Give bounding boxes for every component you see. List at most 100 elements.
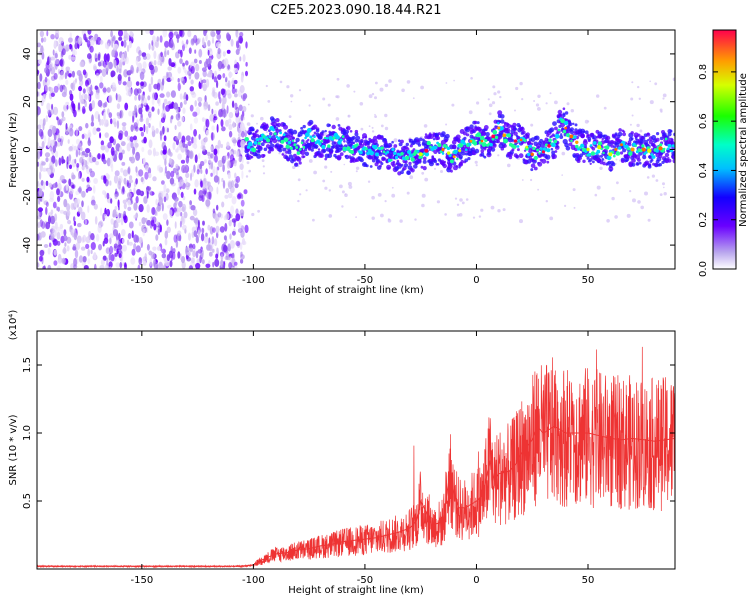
noise-blob — [204, 235, 209, 244]
noise-blob — [89, 152, 92, 158]
noise-blob — [146, 219, 152, 226]
band-dot — [272, 138, 278, 144]
y-tick-label: 20 — [22, 95, 33, 108]
noise-blob — [192, 142, 195, 149]
noise-blob — [227, 80, 231, 89]
noise-blob — [158, 164, 162, 174]
faint-dot — [497, 154, 500, 157]
noise-blob — [207, 224, 211, 231]
band-dot — [413, 164, 418, 169]
faint-dot — [644, 191, 648, 196]
faint-dot — [488, 103, 493, 108]
noise-blob — [187, 251, 192, 257]
noise-blob — [45, 83, 49, 92]
band-dot — [331, 124, 336, 130]
noise-blob — [90, 121, 95, 127]
noise-blob — [93, 65, 97, 72]
noise-blob — [49, 62, 53, 69]
core-dot — [548, 138, 552, 142]
band-dot — [605, 135, 611, 141]
band-dot — [252, 128, 255, 132]
noise-blob — [97, 61, 102, 67]
noise-blob — [195, 63, 200, 72]
noise-blob — [212, 91, 218, 99]
core-dot — [313, 135, 316, 138]
noise-blob — [120, 57, 123, 63]
noise-blob — [92, 185, 96, 194]
faint-dot — [440, 170, 443, 173]
noise-blob — [102, 190, 106, 195]
faint-dot — [606, 219, 610, 223]
noise-blob — [242, 93, 248, 100]
noise-blob — [122, 81, 127, 86]
core-dot — [563, 120, 569, 126]
hot-dot — [513, 139, 518, 143]
noise-blob — [205, 34, 208, 42]
noise-blob — [106, 208, 110, 217]
noise-blob — [161, 128, 164, 136]
hot-dot — [452, 155, 456, 159]
noise-blob — [193, 58, 198, 64]
noise-blob — [58, 37, 64, 44]
noise-blob — [177, 207, 182, 213]
core-dot — [255, 138, 259, 142]
noise-blob — [236, 33, 239, 42]
noise-blob — [52, 183, 58, 189]
noise-blob — [70, 56, 76, 61]
noise-blob — [226, 141, 230, 149]
noise-blob — [68, 146, 73, 152]
core-dot — [325, 137, 329, 140]
noise-blob — [153, 261, 159, 269]
noise-blob — [164, 158, 167, 166]
faint-dot — [421, 193, 426, 198]
noise-blob — [161, 78, 165, 86]
noise-blob — [226, 256, 231, 261]
noise-blob — [224, 222, 228, 232]
band-dot — [308, 119, 314, 125]
noise-blob — [239, 31, 244, 38]
noise-blob — [46, 30, 49, 37]
faint-dot — [248, 169, 251, 173]
noise-blob — [208, 191, 212, 200]
band-dot — [324, 157, 328, 161]
noise-blob — [97, 99, 103, 108]
noise-blob — [113, 243, 118, 249]
noise-blob — [73, 232, 78, 241]
noise-blob — [90, 233, 95, 241]
noise-blob — [52, 201, 57, 209]
noise-blob — [177, 132, 181, 141]
band-dot — [607, 140, 612, 144]
faint-dot — [614, 215, 618, 219]
noise-blob — [205, 118, 210, 128]
band-dot — [672, 158, 675, 164]
band-dot — [567, 119, 571, 123]
faint-dot — [616, 181, 619, 185]
noise-blob — [45, 78, 51, 86]
band-dot — [500, 114, 505, 119]
noise-blob — [217, 60, 223, 70]
noise-blob — [143, 196, 148, 204]
faint-dot — [662, 182, 665, 186]
band-dot — [473, 120, 478, 125]
faint-dot — [514, 109, 516, 112]
noise-blob — [130, 156, 136, 164]
faint-dot — [655, 179, 659, 182]
noise-blob — [235, 30, 239, 38]
core-dot — [257, 141, 261, 145]
noise-blob — [207, 40, 211, 47]
noise-blob — [106, 192, 110, 200]
noise-blob — [149, 190, 152, 196]
noise-blob — [65, 66, 71, 71]
band-dot — [549, 127, 555, 133]
noise-blob — [109, 155, 113, 164]
core-dot — [246, 145, 251, 149]
core-dot — [634, 144, 637, 148]
core-dot — [613, 154, 616, 158]
band-dot — [422, 166, 427, 171]
colorbar-tick-label: 0.8 — [698, 64, 709, 80]
band-dot — [648, 164, 652, 167]
noise-blob — [240, 139, 246, 149]
noise-blob — [126, 44, 130, 53]
noise-blob — [223, 155, 227, 162]
noise-blob — [126, 79, 133, 88]
